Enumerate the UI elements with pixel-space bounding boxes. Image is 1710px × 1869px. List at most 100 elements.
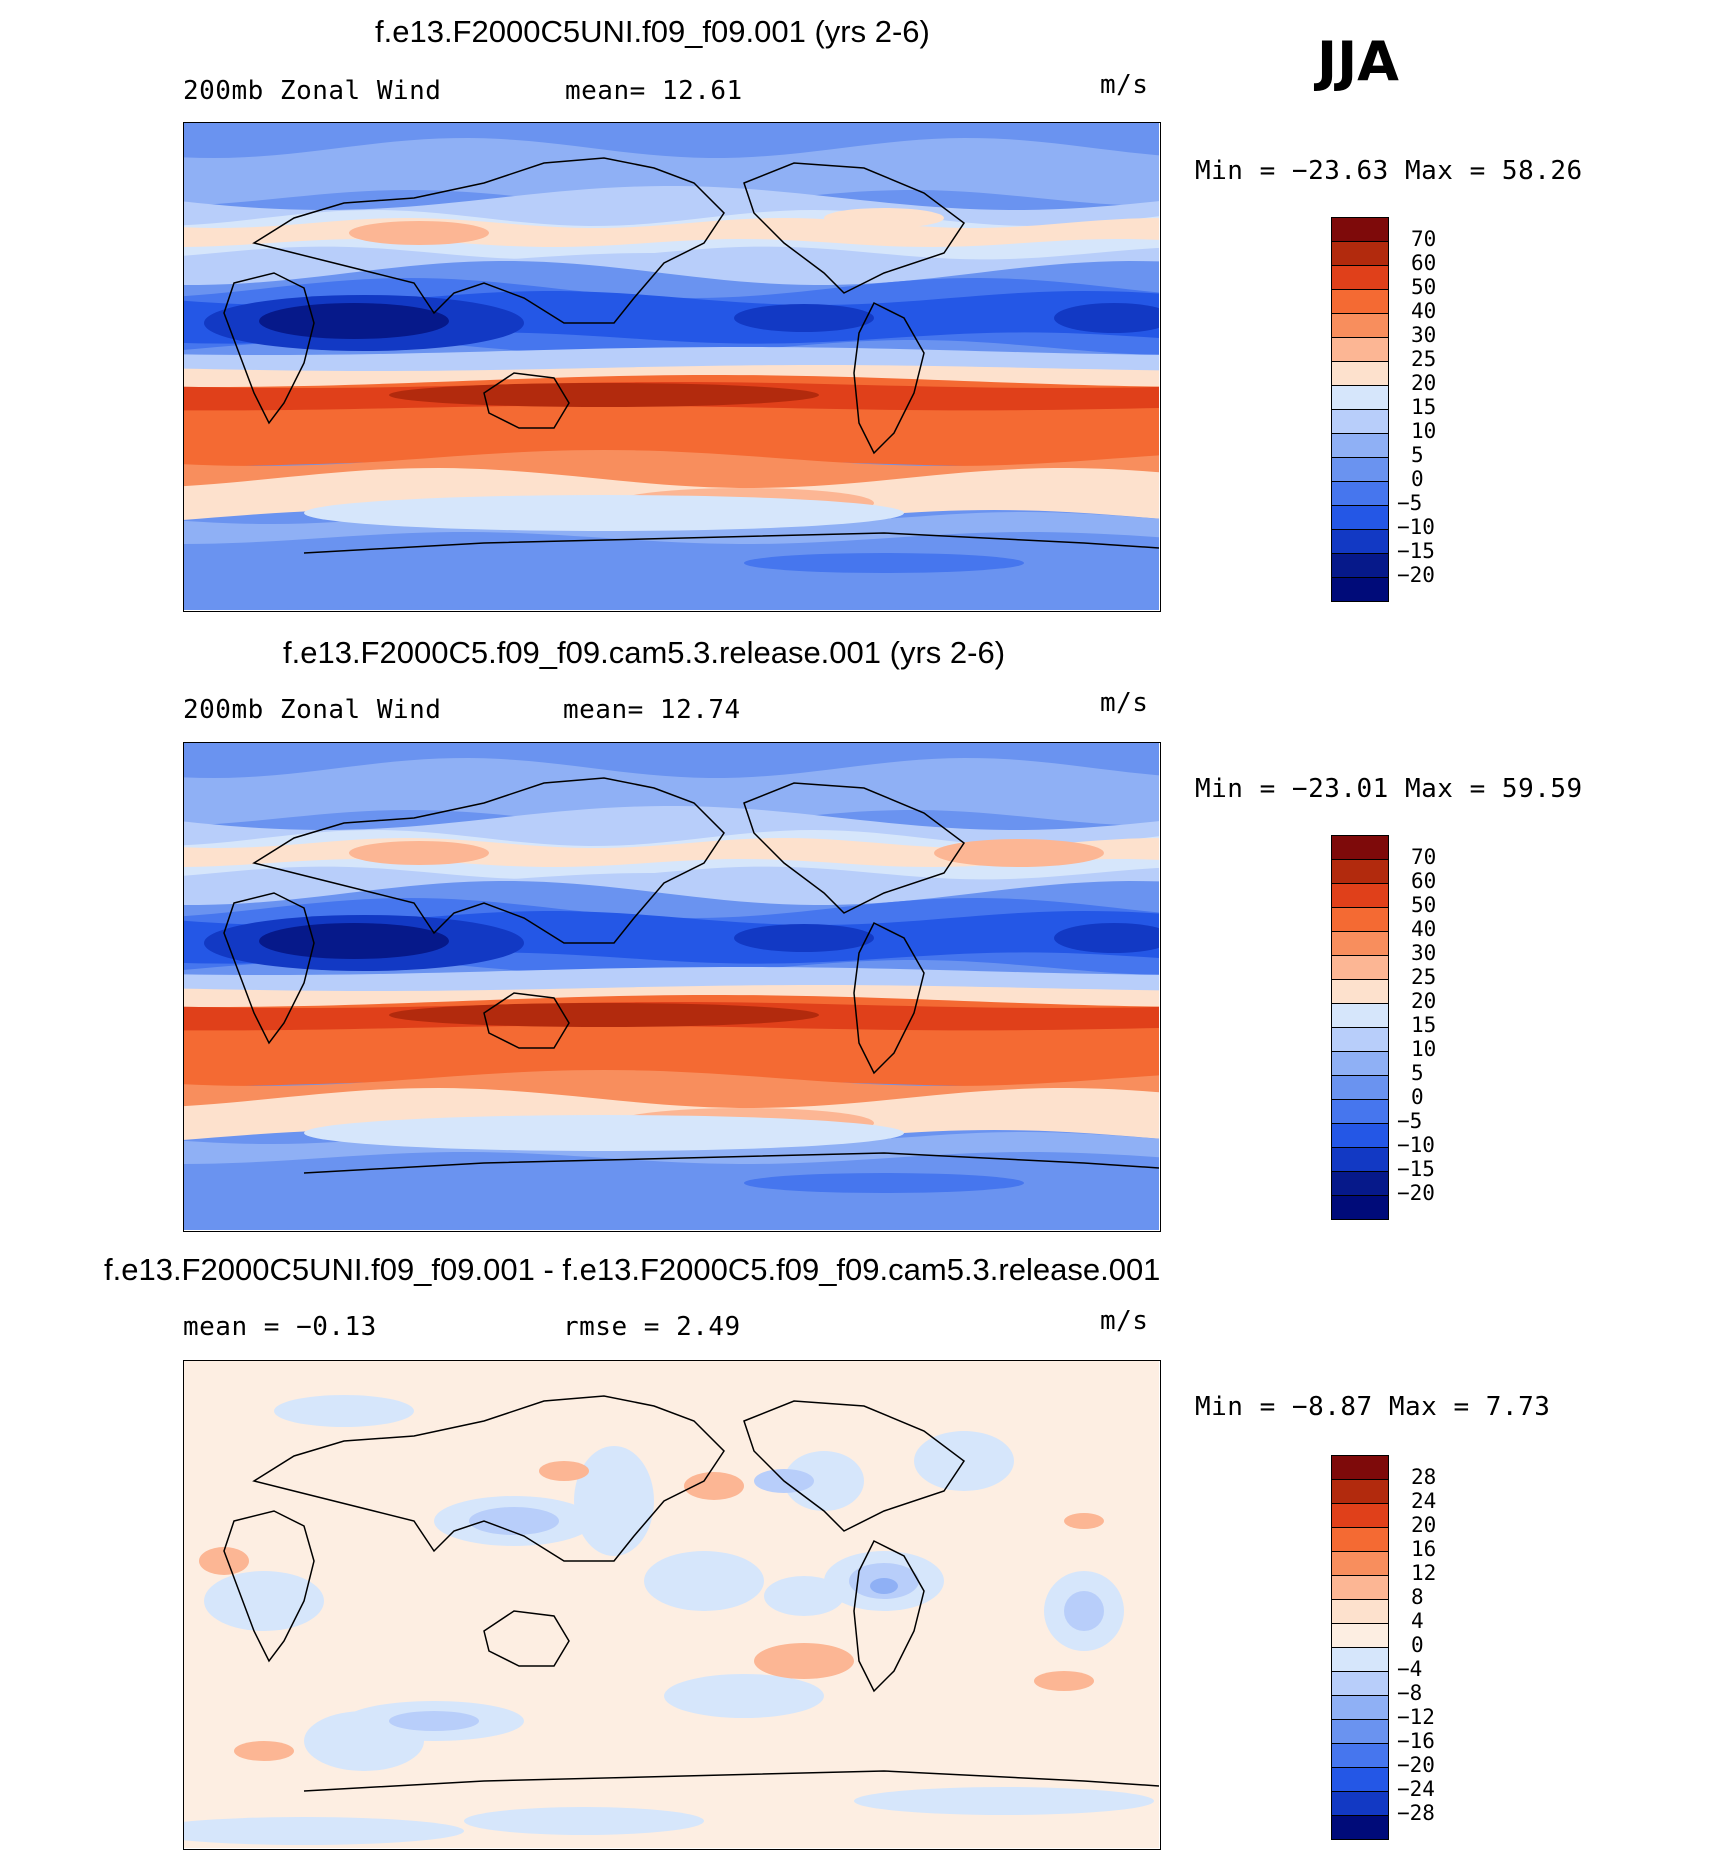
colorbar-swatch bbox=[1331, 1051, 1389, 1076]
colorbar-tick-label: 20 bbox=[1411, 371, 1437, 395]
colorbar-tick-label: 28 bbox=[1411, 1465, 1437, 1489]
colorbar-swatch bbox=[1331, 1003, 1389, 1028]
season-label: JJA bbox=[1317, 30, 1399, 93]
colorbar-swatch bbox=[1331, 1123, 1389, 1148]
colorbar-tick-label: −5 bbox=[1397, 491, 1423, 515]
colorbar-tick-label: 24 bbox=[1411, 1489, 1437, 1513]
colorbar-swatch bbox=[1331, 859, 1389, 884]
colorbar-tick-label: −16 bbox=[1397, 1729, 1435, 1753]
colorbar-tick-label: −20 bbox=[1397, 563, 1435, 587]
colorbar-tick-label: −28 bbox=[1397, 1801, 1435, 1825]
colorbar-swatch bbox=[1331, 1147, 1389, 1172]
colorbar-swatch bbox=[1331, 1075, 1389, 1100]
map-panel-2 bbox=[183, 742, 1161, 1232]
units-label: m/s bbox=[1100, 70, 1149, 100]
colorbar-swatch bbox=[1331, 1743, 1389, 1768]
colorbar-swatch bbox=[1331, 1551, 1389, 1576]
colorbar-swatch bbox=[1331, 361, 1389, 386]
zonal-wind-field bbox=[184, 123, 1159, 610]
colorbar-swatch bbox=[1331, 457, 1389, 482]
colorbar-tick-label: 25 bbox=[1411, 965, 1437, 989]
mean-label: mean= 12.61 bbox=[565, 76, 743, 106]
colorbar-swatch bbox=[1331, 409, 1389, 434]
colorbar-tick-label: 25 bbox=[1411, 347, 1437, 371]
colorbar-swatch bbox=[1331, 1815, 1389, 1840]
colorbar-tick-label: 12 bbox=[1411, 1561, 1437, 1585]
variable-label: 200mb Zonal Wind bbox=[183, 695, 442, 725]
colorbar-tick-label: 8 bbox=[1411, 1585, 1424, 1609]
colorbar-swatch bbox=[1331, 1719, 1389, 1744]
colorbar-swatch bbox=[1331, 1575, 1389, 1600]
colorbar-tick-label: −15 bbox=[1397, 539, 1435, 563]
colorbar-tick-label: 40 bbox=[1411, 299, 1437, 323]
map-panel-1 bbox=[183, 122, 1161, 612]
colorbar-swatch bbox=[1331, 1647, 1389, 1672]
units-label: m/s bbox=[1100, 688, 1149, 718]
colorbar-swatch bbox=[1331, 979, 1389, 1004]
colorbar-swatch bbox=[1331, 265, 1389, 290]
panel-title: f.e13.F2000C5.f09_f09.cam5.3.release.001… bbox=[283, 635, 1006, 670]
units-label: m/s bbox=[1100, 1306, 1149, 1336]
colorbar-swatch bbox=[1331, 505, 1389, 530]
colorbar-tick-label: −12 bbox=[1397, 1705, 1435, 1729]
colorbar-tick-label: −10 bbox=[1397, 515, 1435, 539]
zonal-wind-difference-field bbox=[184, 1361, 1159, 1848]
min-max-label: Min = −23.63 Max = 58.26 bbox=[1195, 156, 1583, 186]
colorbar-swatch bbox=[1331, 1479, 1389, 1504]
colorbar-tick-label: 30 bbox=[1411, 323, 1437, 347]
colorbar-tick-label: 10 bbox=[1411, 1037, 1437, 1061]
colorbar-swatch bbox=[1331, 481, 1389, 506]
colorbar-tick-label: −10 bbox=[1397, 1133, 1435, 1157]
colorbar-swatch bbox=[1331, 1599, 1389, 1624]
colorbar-swatch bbox=[1331, 433, 1389, 458]
diff-mean-label: mean = −0.13 bbox=[183, 1312, 377, 1342]
colorbar-swatch bbox=[1331, 289, 1389, 314]
colorbar-swatch bbox=[1331, 529, 1389, 554]
colorbar-tick-label: 60 bbox=[1411, 251, 1437, 275]
colorbar-swatch bbox=[1331, 1503, 1389, 1528]
colorbar-tick-label: 4 bbox=[1411, 1609, 1424, 1633]
colorbar-tick-label: 15 bbox=[1411, 395, 1437, 419]
colorbar-swatch bbox=[1331, 883, 1389, 908]
colorbar-swatch bbox=[1331, 1099, 1389, 1124]
colorbar-swatch bbox=[1331, 217, 1389, 242]
colorbar-swatch bbox=[1331, 577, 1389, 602]
zonal-wind-field bbox=[184, 743, 1159, 1230]
colorbar-tick-label: 60 bbox=[1411, 869, 1437, 893]
colorbar-tick-label: −8 bbox=[1397, 1681, 1423, 1705]
min-max-label: Min = −23.01 Max = 59.59 bbox=[1195, 774, 1583, 804]
colorbar-tick-label: 40 bbox=[1411, 917, 1437, 941]
colorbar-swatch bbox=[1331, 1455, 1389, 1480]
panel-title: f.e13.F2000C5UNI.f09_f09.001 (yrs 2-6) bbox=[375, 14, 930, 49]
colorbar-tick-label: 0 bbox=[1411, 467, 1424, 491]
colorbar-tick-label: 20 bbox=[1411, 989, 1437, 1013]
colorbar-swatch bbox=[1331, 1767, 1389, 1792]
variable-label: 200mb Zonal Wind bbox=[183, 76, 442, 106]
colorbar-swatch bbox=[1331, 1527, 1389, 1552]
colorbar-swatch bbox=[1331, 1171, 1389, 1196]
colorbar-tick-label: −20 bbox=[1397, 1181, 1435, 1205]
colorbar-tick-label: 15 bbox=[1411, 1013, 1437, 1037]
colorbar-swatch bbox=[1331, 241, 1389, 266]
colorbar-swatch bbox=[1331, 337, 1389, 362]
colorbar-tick-label: 16 bbox=[1411, 1537, 1437, 1561]
rmse-label: rmse = 2.49 bbox=[563, 1312, 741, 1342]
min-max-label: Min = −8.87 Max = 7.73 bbox=[1195, 1392, 1551, 1422]
colorbar-swatch bbox=[1331, 1623, 1389, 1648]
colorbar-swatch bbox=[1331, 907, 1389, 932]
mean-label: mean= 12.74 bbox=[563, 695, 741, 725]
colorbar-tick-label: −5 bbox=[1397, 1109, 1423, 1133]
colorbar-tick-label: −4 bbox=[1397, 1657, 1423, 1681]
colorbar-tick-label: 10 bbox=[1411, 419, 1437, 443]
colorbar-tick-label: 20 bbox=[1411, 1513, 1437, 1537]
colorbar-tick-label: 30 bbox=[1411, 941, 1437, 965]
colorbar-tick-label: 5 bbox=[1411, 443, 1424, 467]
colorbar-swatch bbox=[1331, 955, 1389, 980]
colorbar-swatch bbox=[1331, 1671, 1389, 1696]
colorbar-tick-label: 70 bbox=[1411, 845, 1437, 869]
colorbar-swatch bbox=[1331, 313, 1389, 338]
colorbar-swatch bbox=[1331, 553, 1389, 578]
colorbar-tick-label: 0 bbox=[1411, 1085, 1424, 1109]
colorbar-swatch bbox=[1331, 1791, 1389, 1816]
colorbar-swatch bbox=[1331, 835, 1389, 860]
